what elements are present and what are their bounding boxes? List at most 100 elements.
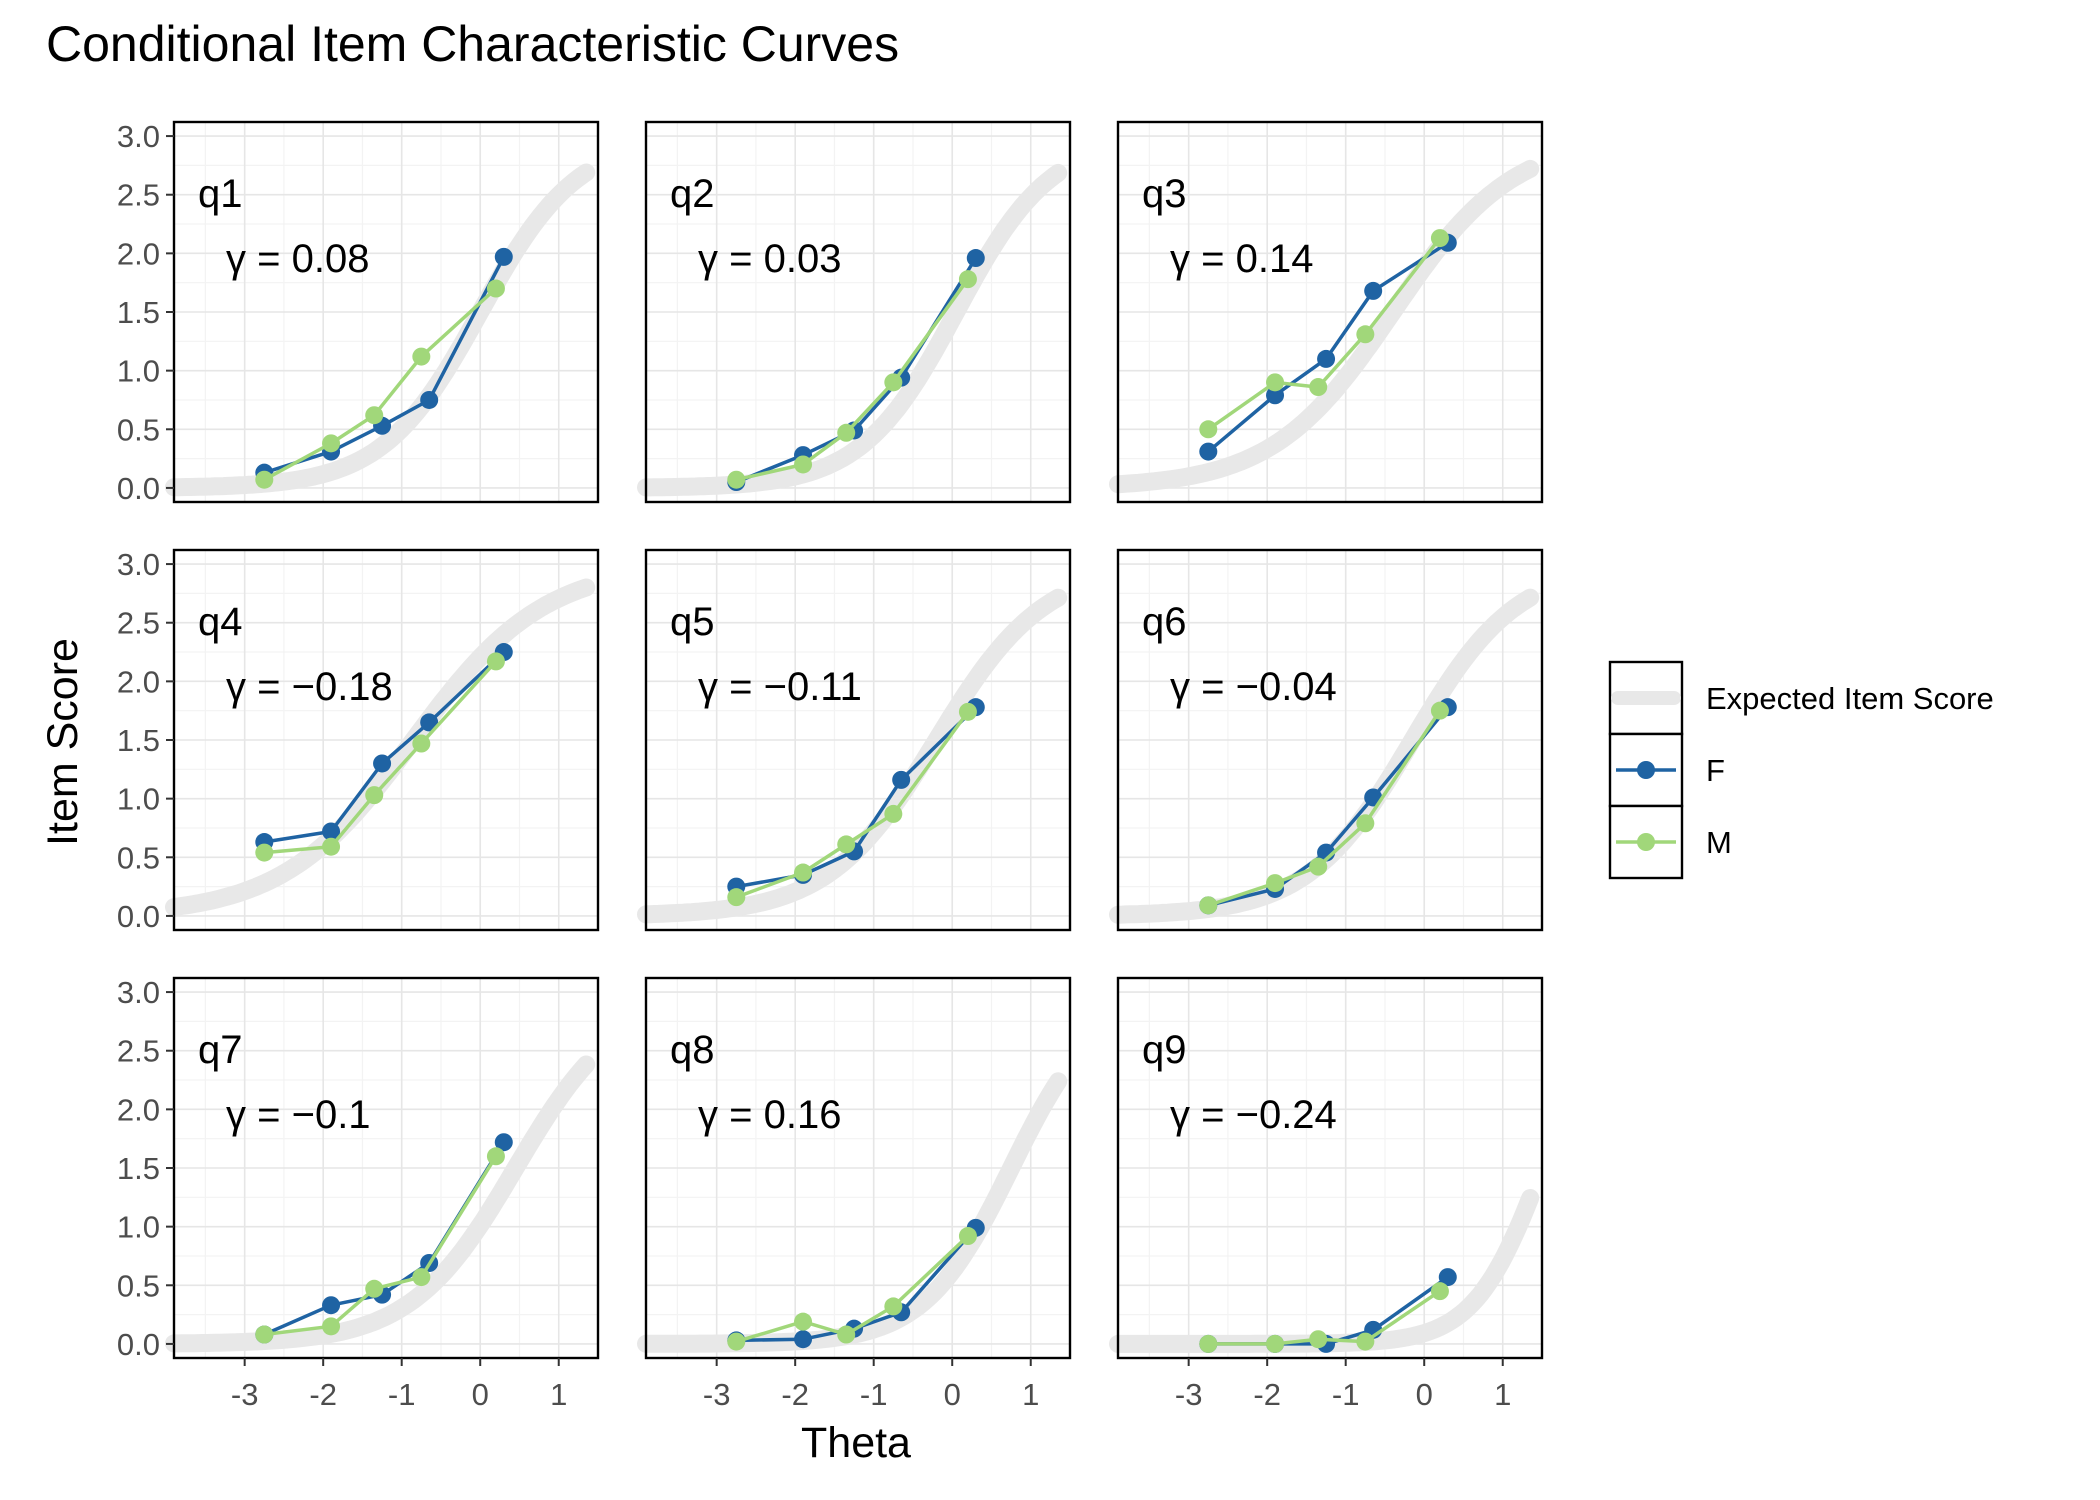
gamma-annotation: γ = 0.03 — [698, 237, 841, 281]
panel-q3: q3 γ = 0.14 — [1109, 120, 1544, 504]
series-M-point — [255, 470, 274, 489]
y-axis-title: Item Score — [39, 638, 87, 846]
panel-q9: q9 γ = −0.24 -3 -2 -1 0 1 — [1109, 976, 1544, 1412]
series-M-point — [412, 347, 431, 366]
expected-item-score-curve — [1109, 159, 1540, 494]
series-F-point — [373, 754, 392, 773]
series-M-point — [1356, 1332, 1375, 1351]
gamma-annotation: γ = −0.18 — [226, 665, 393, 709]
legend-M-point — [1637, 833, 1655, 851]
x-tick-label: -1 — [1332, 1377, 1360, 1412]
y-tick-label: 3.0 — [117, 547, 160, 582]
legend-item: F — [1608, 732, 1725, 808]
series-M-point — [884, 1297, 903, 1316]
series-M-point — [1199, 1334, 1218, 1353]
gamma-annotation: γ = 0.14 — [1170, 237, 1313, 281]
x-tick-label: -1 — [388, 1377, 416, 1412]
series-M-point — [1430, 1282, 1449, 1301]
series-M-point — [794, 1312, 813, 1331]
panel-label: q6 — [1142, 600, 1187, 644]
series-M-point — [958, 1227, 977, 1246]
y-tick-label: 0.0 — [117, 471, 160, 506]
y-tick-label: 0.0 — [117, 899, 160, 934]
y-tick-label: 1.0 — [117, 782, 160, 817]
x-tick-label: -3 — [1175, 1377, 1203, 1412]
series-M-point — [486, 1147, 505, 1166]
series-M-point — [1266, 373, 1285, 392]
y-tick-label: 2.5 — [117, 1034, 160, 1069]
series-F-point — [1199, 442, 1218, 461]
series-F-point — [794, 1330, 813, 1349]
series-M-point — [1309, 378, 1328, 397]
x-tick-label: 1 — [550, 1377, 567, 1412]
series-M-point — [727, 470, 746, 489]
series-F-point — [1438, 1268, 1457, 1287]
panel-border — [644, 548, 1072, 932]
y-tick-label: 0.5 — [117, 412, 160, 447]
series-M-point — [365, 786, 384, 805]
panel-grid: q1 γ = 0.08 0.0 0.5 1.0 1.5 2.0 2.5 3.0 q2 γ = 0.0… — [117, 119, 1544, 1412]
series-M-point — [1356, 814, 1375, 833]
series-F-point — [322, 1296, 341, 1315]
x-tick-label: -2 — [1253, 1377, 1281, 1412]
panel-border — [1116, 548, 1544, 932]
panel-q1: q1 γ = 0.08 0.0 0.5 1.0 1.5 2.0 2.5 3.0 — [117, 119, 600, 506]
series-M-point — [794, 863, 813, 882]
y-tick-label: 1.5 — [117, 295, 160, 330]
series-M-point — [837, 1325, 856, 1344]
panel-q7: q7 γ = −0.1 0.0 0.5 1.0 1.5 2.0 2.5 3.0 -3 -2 -1 0 1 — [117, 975, 600, 1412]
gamma-annotation: γ = −0.11 — [698, 665, 862, 709]
series-M-point — [255, 1325, 274, 1344]
y-tick-label: 2.0 — [117, 236, 160, 271]
series-F-point — [322, 822, 341, 841]
panel-q2: q2 γ = 0.03 — [637, 120, 1072, 504]
y-tick-label: 1.0 — [117, 1210, 160, 1245]
legend-item: Expected Item Score — [1608, 660, 1994, 736]
x-tick-label: -3 — [231, 1377, 259, 1412]
panel-border — [644, 976, 1072, 1360]
y-tick-label: 2.5 — [117, 606, 160, 641]
series-M-point — [958, 270, 977, 289]
series-M-point — [322, 1317, 341, 1336]
series-M-point — [958, 702, 977, 721]
expected-item-score-curve — [165, 163, 596, 497]
series-M-point — [1430, 701, 1449, 720]
x-tick-label: 0 — [944, 1377, 961, 1412]
series-M-point — [486, 279, 505, 298]
y-tick-label: 1.0 — [117, 354, 160, 389]
y-tick-label: 0.5 — [117, 840, 160, 875]
series-M-point — [727, 1332, 746, 1351]
y-tick-label: 3.0 — [117, 975, 160, 1010]
series-F-point — [892, 770, 911, 789]
gamma-annotation: γ = 0.16 — [698, 1093, 841, 1137]
series-M-point — [837, 835, 856, 854]
series-M-point — [884, 373, 903, 392]
gamma-annotation: γ = −0.24 — [1170, 1093, 1337, 1137]
series-M-point — [727, 888, 746, 907]
panel-label: q5 — [670, 600, 715, 644]
panel-label: q3 — [1142, 172, 1187, 216]
gamma-annotation: γ = −0.1 — [226, 1093, 371, 1137]
gridlines — [646, 550, 1070, 930]
series-F-point — [1266, 386, 1285, 405]
series-F-point — [420, 713, 439, 732]
x-tick-label: -3 — [703, 1377, 731, 1412]
series-M-point — [255, 843, 274, 862]
legend-label: Expected Item Score — [1706, 681, 1994, 716]
x-tick-label: 1 — [1022, 1377, 1039, 1412]
gridlines — [174, 978, 598, 1358]
series-M-point — [837, 423, 856, 442]
series-M-point — [322, 434, 341, 453]
panel-label: q1 — [198, 172, 243, 216]
panel-label: q9 — [1142, 1028, 1187, 1072]
panel-label: q4 — [198, 600, 243, 644]
y-tick-label: 3.0 — [117, 119, 160, 154]
x-tick-label: -1 — [860, 1377, 888, 1412]
series-M-point — [322, 837, 341, 856]
expected-item-score-curve — [165, 1055, 596, 1353]
series-M-point — [365, 1279, 384, 1298]
series-M-point — [1430, 229, 1449, 248]
panel-label: q2 — [670, 172, 715, 216]
y-tick-label: 0.5 — [117, 1268, 160, 1303]
